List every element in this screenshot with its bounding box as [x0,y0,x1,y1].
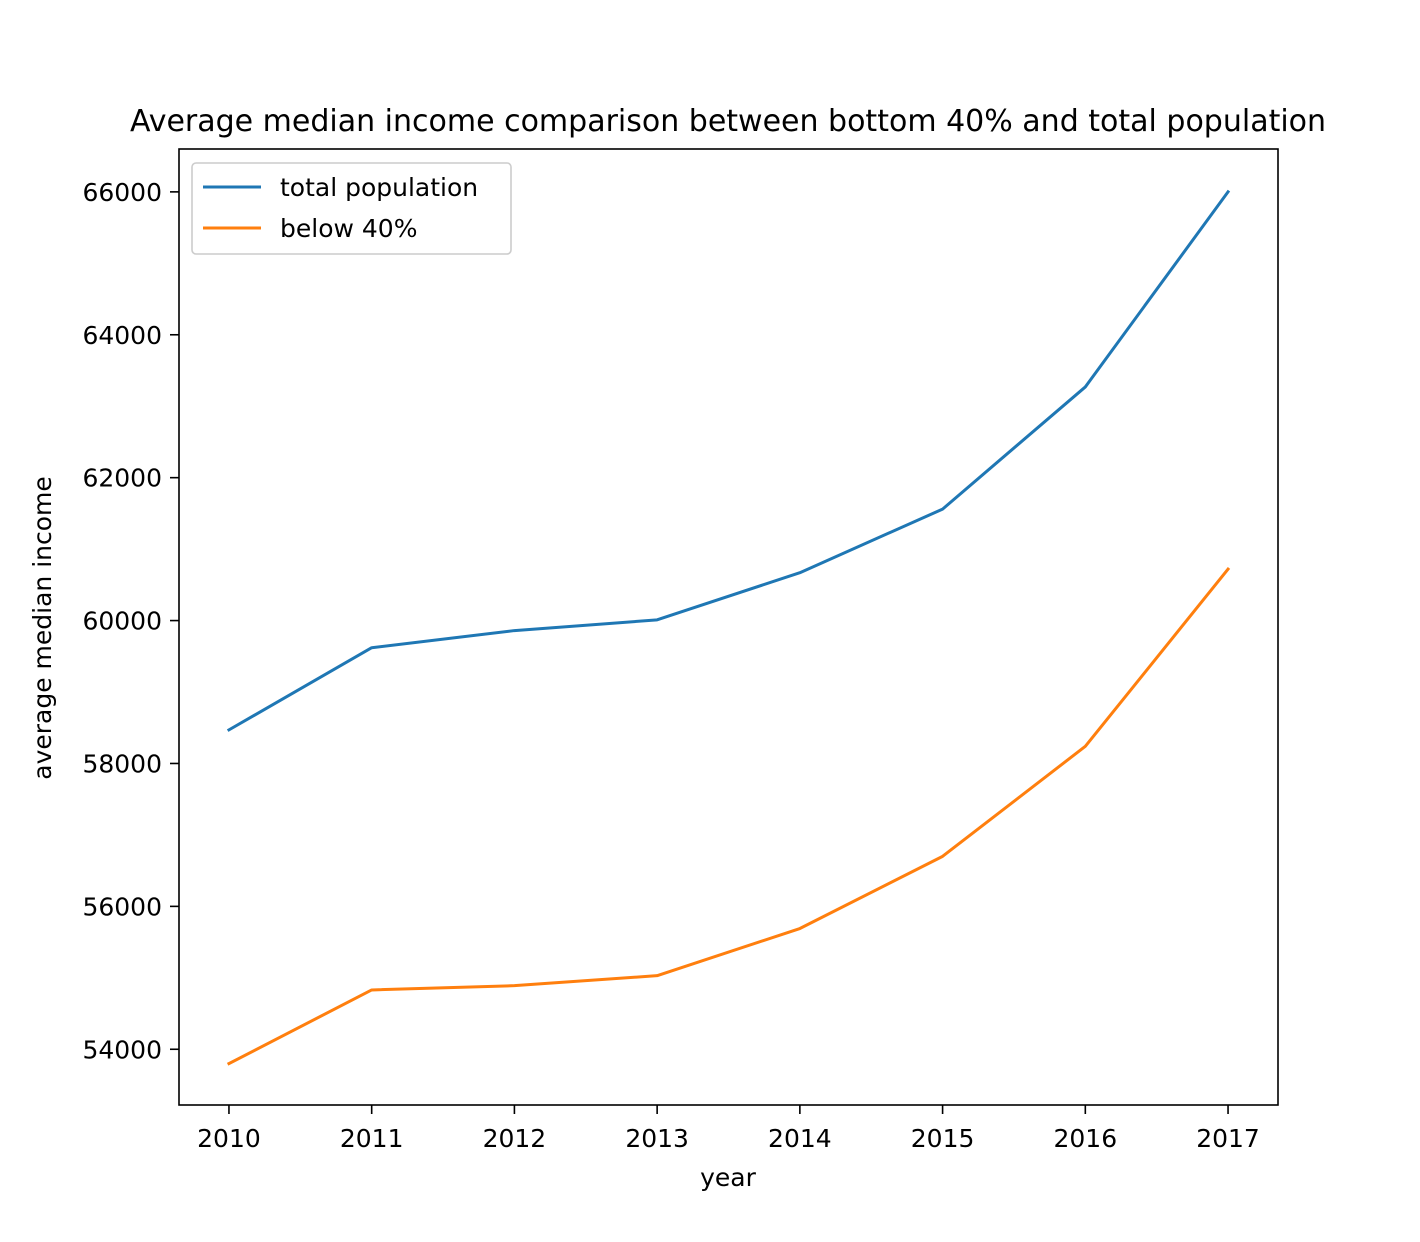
y-tick-label: 66000 [82,178,162,207]
axis-ticks: 2010 2011 2012 2013 2014 2015 2016 2017 54000 560… [82,178,1259,1153]
y-axis-label: average median income [28,476,57,780]
x-tick-label: 2011 [340,1124,404,1153]
legend-box [191,162,512,255]
series-line-below-40-percent [226,567,1231,1066]
x-tick-label: 2010 [197,1124,261,1153]
x-tick-label: 2012 [483,1124,547,1153]
legend: total population below 40% [191,162,512,255]
plot-frame [178,148,1279,1106]
chart-title: Average median income comparison between… [130,104,1326,139]
y-tick-label: 54000 [82,1035,162,1064]
x-tick-label: 2017 [1196,1124,1260,1153]
plot-lines [226,189,1231,1066]
x-tick-label: 2016 [1054,1124,1118,1153]
y-tick-label: 56000 [82,892,162,921]
x-tick-label: 2013 [625,1124,689,1153]
y-tick-label: 62000 [82,464,162,493]
x-axis-label: year [700,1163,756,1192]
x-tick-label: 2014 [768,1124,832,1153]
legend-label-total-population: total population [280,173,478,202]
y-tick-label: 58000 [82,749,162,778]
x-tick-label: 2015 [911,1124,975,1153]
legend-label-below-40-percent: below 40% [280,214,417,243]
y-tick-label: 60000 [82,607,162,636]
y-tick-label: 64000 [82,321,162,350]
series-line-total-population [226,189,1231,732]
